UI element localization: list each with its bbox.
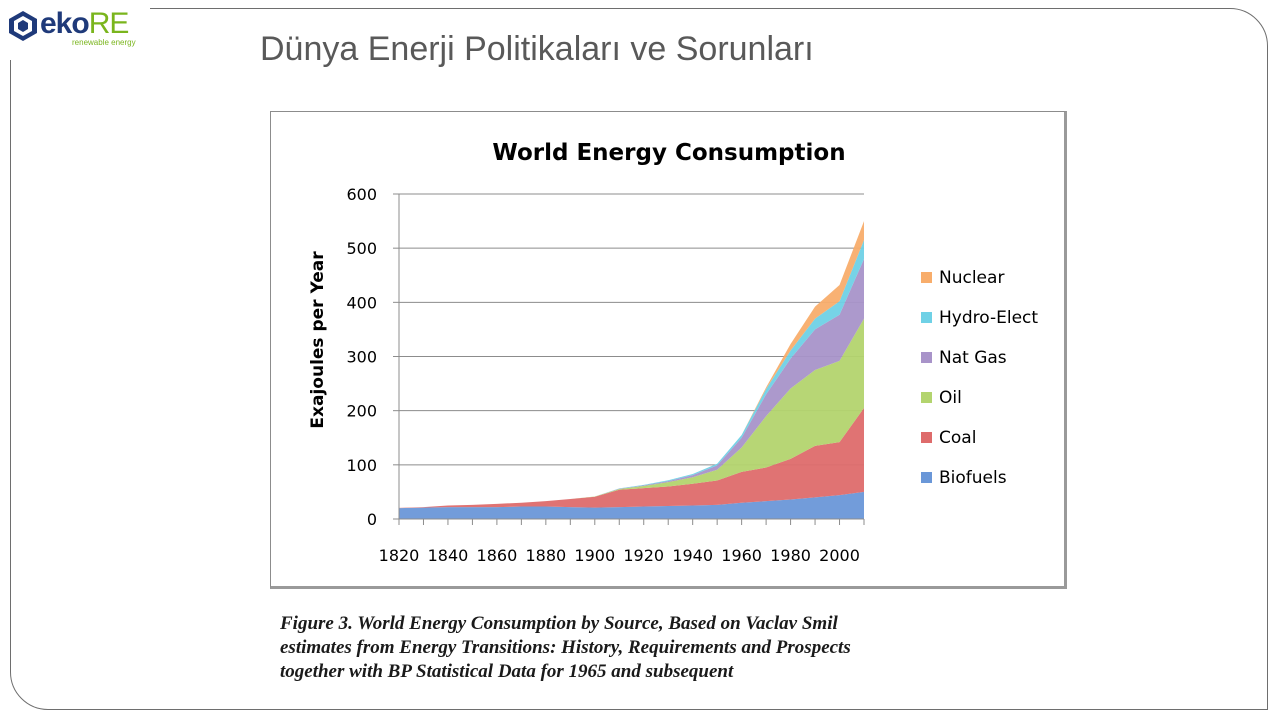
legend: Nuclear Hydro-Elect Nat Gas Oil Coal Biofuels	[921, 268, 1038, 488]
legend-label: Biofuels	[939, 468, 1007, 488]
energy-chart: World Energy Consumption Exajoules per Y…	[308, 140, 1038, 565]
slide-frame	[10, 8, 1268, 710]
y-tick-label: 600	[346, 185, 377, 204]
legend-label: Oil	[939, 388, 962, 408]
x-tick-label: 1820	[379, 546, 420, 565]
y-tick-label: 0	[367, 510, 377, 529]
grid-lines	[399, 193, 864, 466]
legend-swatch	[921, 272, 932, 283]
legend-label: Nuclear	[939, 268, 1004, 288]
y-tick-label: 100	[346, 456, 377, 475]
caption-line: estimates from Energy Transitions: Histo…	[280, 637, 851, 658]
x-tick-label: 1900	[574, 546, 615, 565]
legend-swatch	[921, 352, 932, 363]
y-tick-label: 300	[346, 348, 377, 367]
figure-caption: Figure 3. World Energy Consumption by So…	[280, 612, 980, 684]
x-tick-label: 1860	[477, 546, 518, 565]
logo-word-main: eko	[40, 7, 90, 40]
area-coal	[399, 407, 864, 509]
chart-title: World Energy Consumption	[492, 140, 845, 166]
y-tick-label: 200	[346, 402, 377, 421]
x-tick-label: 1940	[672, 546, 713, 565]
x-tick-label: 1880	[525, 546, 566, 565]
logo: ekoRE renewable energy	[0, 0, 150, 60]
area-series	[399, 221, 864, 519]
x-tick-label: 1840	[428, 546, 469, 565]
axes: 0 100 200 300 400 500 600 1820 1840 1860 1880 1900 1…	[346, 185, 865, 565]
legend-label: Hydro-Elect	[939, 308, 1038, 328]
legend-label: Nat Gas	[939, 348, 1007, 368]
area-biofuels	[399, 491, 864, 519]
x-tick-label: 2000	[819, 546, 860, 565]
x-tick-label: 1960	[721, 546, 762, 565]
legend-swatch	[921, 312, 932, 323]
x-tick-label: 1920	[623, 546, 664, 565]
logo-hexagon-icon	[9, 11, 37, 41]
logo-word-accent: RE	[88, 7, 130, 40]
chart-panel: World Energy Consumption Exajoules per Y…	[270, 111, 1067, 589]
area-oil	[399, 318, 864, 508]
legend-swatch	[921, 392, 932, 403]
x-tick-label: 1980	[770, 546, 811, 565]
y-tick-label: 400	[346, 293, 377, 312]
logo-tagline: renewable energy	[72, 38, 136, 47]
caption-line: together with BP Statistical Data for 19…	[280, 661, 734, 682]
logo-wordmark: ekoRE	[40, 7, 130, 40]
legend-swatch	[921, 432, 932, 443]
y-axis-label: Exajoules per Year	[308, 251, 328, 429]
legend-swatch	[921, 472, 932, 483]
slide-title: Dünya Enerji Politikaları ve Sorunları	[260, 30, 814, 68]
legend-label: Coal	[939, 428, 976, 448]
y-tick-label: 500	[346, 239, 377, 258]
caption-line: Figure 3. World Energy Consumption by So…	[280, 613, 838, 634]
